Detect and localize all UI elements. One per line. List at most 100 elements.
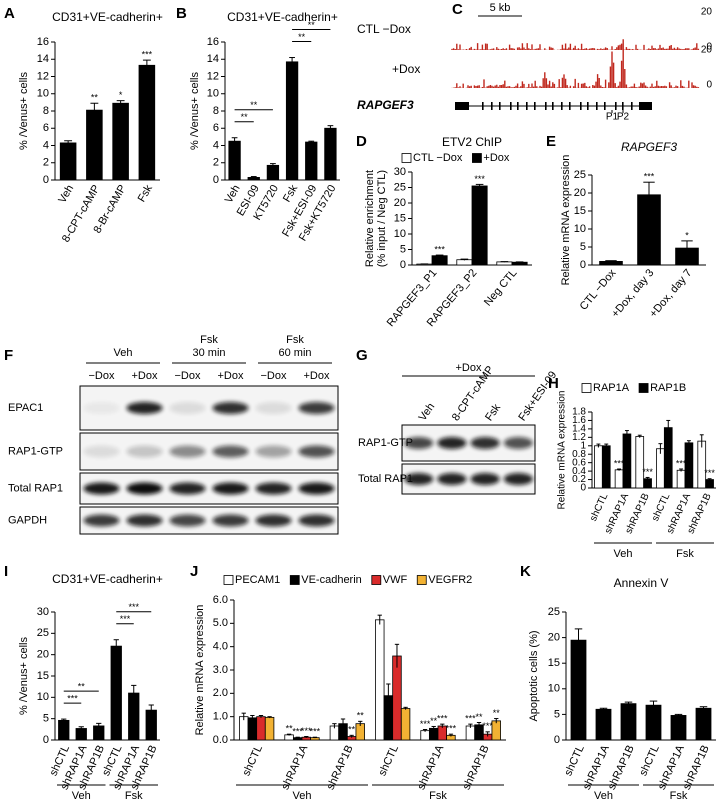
bracket-label: ** bbox=[241, 112, 249, 122]
error-bar bbox=[422, 729, 428, 732]
x-tick-label: Fsk bbox=[136, 183, 156, 205]
x-tick-label: Veh bbox=[56, 183, 76, 205]
error-bar bbox=[142, 59, 151, 71]
group-sublabel: 30 min bbox=[192, 347, 225, 359]
y-tick-label: 0.4 bbox=[572, 466, 586, 477]
blot-band bbox=[298, 514, 335, 527]
panel-letter: F bbox=[4, 347, 13, 364]
legend-swatch bbox=[223, 575, 234, 585]
y-tick-label: 20 bbox=[548, 632, 560, 644]
error-bar bbox=[270, 163, 276, 168]
y-tick-label: 12 bbox=[207, 70, 219, 82]
bar bbox=[59, 142, 77, 181]
y-tick-label: 15 bbox=[37, 670, 49, 682]
exon bbox=[580, 102, 582, 110]
error-bar bbox=[643, 181, 655, 208]
group-label: Fsk bbox=[286, 334, 304, 346]
significance-label: *** bbox=[292, 727, 303, 737]
error-bar bbox=[599, 707, 608, 711]
error-bar bbox=[475, 183, 484, 188]
exon bbox=[517, 102, 519, 110]
bar bbox=[635, 436, 645, 489]
y-axis-label: Apoptotic cells (%) bbox=[528, 630, 540, 721]
error-bar bbox=[113, 639, 119, 653]
error-bar bbox=[312, 736, 318, 739]
blot-band bbox=[503, 437, 534, 449]
y-tick-label: 5.0 bbox=[213, 617, 228, 629]
blot-band bbox=[212, 402, 249, 414]
panel-letter: G bbox=[356, 347, 368, 364]
bar bbox=[645, 704, 662, 741]
bar bbox=[496, 261, 513, 266]
y-tick-label: 8 bbox=[213, 105, 219, 117]
y-tick-label: 15 bbox=[574, 205, 586, 217]
bar bbox=[256, 716, 266, 741]
significance-label: *** bbox=[465, 714, 476, 724]
y-tick-label: 0.2 bbox=[572, 474, 586, 485]
bar bbox=[622, 433, 632, 489]
y-axis-label: Relative mRNA expression bbox=[557, 391, 568, 510]
blot-band bbox=[126, 402, 163, 414]
bar bbox=[264, 716, 275, 741]
error-bar bbox=[699, 706, 708, 710]
y-tick-label: 25 bbox=[37, 627, 49, 639]
error-bar bbox=[604, 443, 609, 448]
x-tick-label: shCTL bbox=[240, 743, 265, 777]
y-tick-label: 0 bbox=[580, 259, 586, 271]
bar bbox=[601, 445, 611, 489]
error-bar bbox=[686, 440, 691, 445]
y-tick-label: 1 bbox=[580, 440, 586, 451]
error-bar bbox=[681, 240, 693, 256]
y-tick-label: 0 bbox=[43, 174, 49, 186]
y-tick-label: 5 bbox=[43, 713, 49, 725]
blot-band bbox=[298, 402, 335, 414]
error-bar bbox=[349, 734, 354, 738]
y-tick-label: 5 bbox=[400, 243, 406, 255]
legend-label: VE-cadherin bbox=[301, 574, 362, 586]
bracket-label: *** bbox=[67, 693, 78, 703]
bar bbox=[375, 619, 385, 741]
error-bar bbox=[624, 701, 633, 706]
error-bar bbox=[674, 713, 683, 717]
panel-letter: A bbox=[4, 5, 15, 22]
bar bbox=[420, 730, 430, 741]
error-bar bbox=[699, 434, 704, 448]
y-tick-label: 0 bbox=[580, 483, 586, 494]
gene-name: RAPGEF3 bbox=[357, 98, 414, 112]
lane-label: +Dox bbox=[304, 370, 330, 382]
error-bar bbox=[707, 478, 712, 481]
y-tick-label: 10 bbox=[37, 691, 49, 703]
y-tick-label: 16 bbox=[37, 36, 49, 48]
blot-band bbox=[126, 514, 163, 527]
blot-band bbox=[169, 482, 206, 495]
blot-frame bbox=[79, 385, 339, 431]
y-tick-label: 1.2 bbox=[572, 432, 586, 443]
bar bbox=[491, 720, 501, 741]
y-axis-label: % /Venus+ cells bbox=[189, 72, 201, 150]
legend-swatch bbox=[638, 383, 649, 393]
error-bar bbox=[358, 720, 363, 726]
blot-band bbox=[298, 445, 335, 458]
error-bar bbox=[96, 722, 102, 729]
exon bbox=[561, 102, 563, 110]
group-label: Veh bbox=[594, 790, 613, 802]
bracket-label: *** bbox=[128, 602, 139, 612]
blot-frame bbox=[79, 472, 339, 505]
error-bar bbox=[61, 718, 67, 722]
significance-label: ** bbox=[493, 708, 501, 718]
lane-label: Fsk bbox=[483, 402, 503, 424]
bar bbox=[392, 655, 402, 741]
y-tick-label: 30 bbox=[37, 606, 49, 618]
bar bbox=[684, 442, 694, 489]
row-label: RAP1-GTP bbox=[358, 437, 413, 449]
bracket-label: ** bbox=[250, 100, 258, 110]
error-bar bbox=[637, 434, 642, 438]
bracket-label: ** bbox=[298, 32, 306, 42]
y-axis-label: (% input / Neg CTL) bbox=[376, 170, 388, 267]
blot-band bbox=[169, 445, 206, 458]
y-tick-label: 6 bbox=[213, 122, 219, 134]
error-bar bbox=[645, 476, 650, 480]
exon bbox=[596, 102, 598, 110]
coverage-signal bbox=[451, 39, 700, 88]
error-bar bbox=[617, 468, 622, 471]
